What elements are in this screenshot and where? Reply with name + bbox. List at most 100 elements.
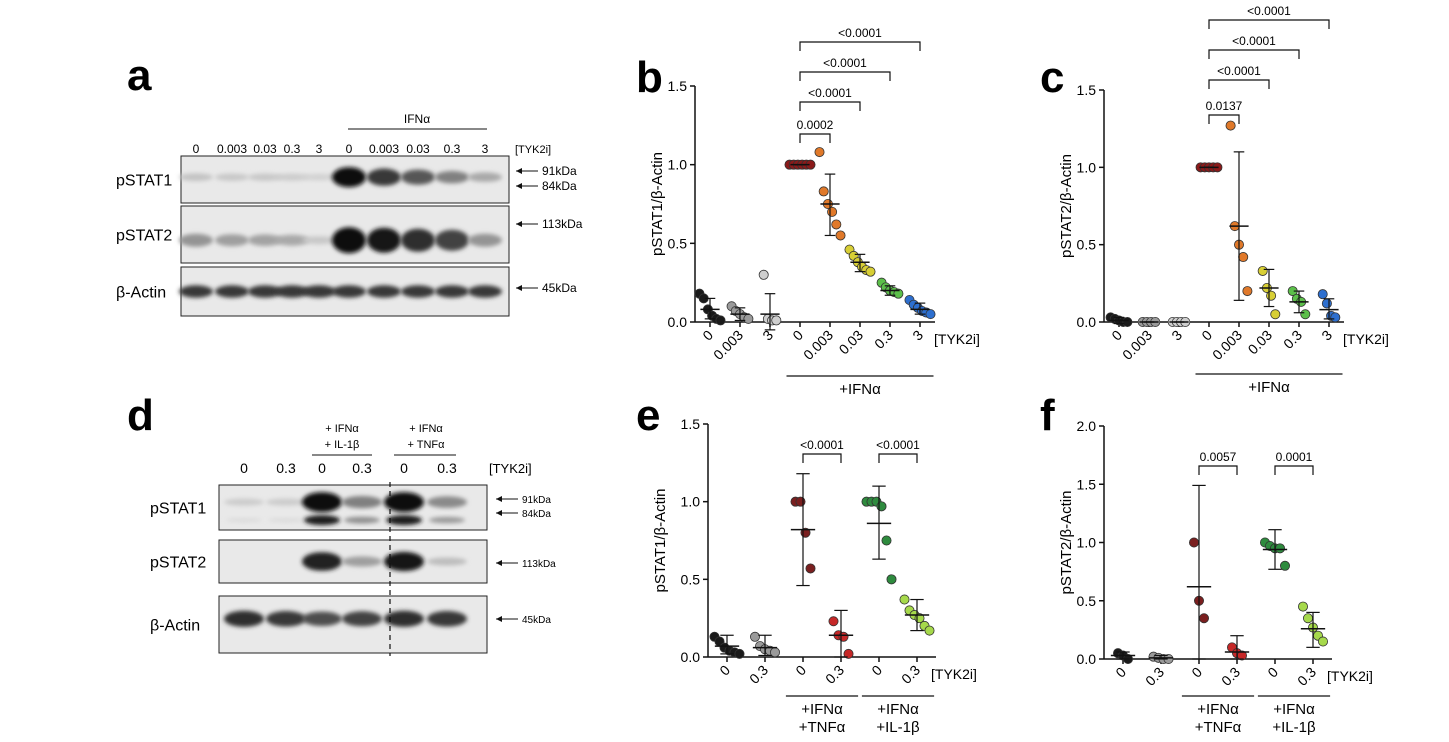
- data-point: [828, 616, 839, 627]
- data-point: [715, 315, 726, 326]
- x-tick-label: 3: [759, 327, 776, 344]
- significance-bracket: [1274, 465, 1314, 475]
- protein-band: [302, 173, 336, 181]
- data-point: [1242, 286, 1253, 297]
- p-value-label: <0.0001: [876, 438, 920, 452]
- treatment-group-label: +IFNα: [1197, 701, 1239, 718]
- y-tick-label: 0.5: [681, 571, 701, 587]
- data-point: [1298, 601, 1309, 612]
- significance-bracket: [799, 133, 831, 143]
- x-tick-label: 0: [792, 662, 809, 679]
- panel-letter: e: [636, 391, 660, 440]
- protein-band: [215, 173, 249, 181]
- y-tick-label: 1.5: [681, 416, 701, 432]
- marker-arrowhead: [496, 510, 502, 516]
- lane-label: 0: [193, 142, 200, 156]
- y-tick-label: 1.5: [1077, 82, 1097, 98]
- treatment-label: + IFNα: [325, 423, 359, 435]
- dose-unit-label: [TYK2i]: [515, 144, 551, 156]
- x-tick-label: 0: [868, 662, 885, 679]
- data-point: [1122, 316, 1133, 327]
- protein-band: [367, 227, 401, 253]
- protein-band: [468, 285, 502, 298]
- lane-label: 0.3: [276, 460, 296, 476]
- x-tick-label: 0: [699, 327, 716, 344]
- lane-label: 0.3: [284, 142, 301, 156]
- dose-unit-label: [TYK2i]: [934, 331, 980, 347]
- significance-bracket: [1208, 49, 1300, 59]
- data-point: [924, 625, 935, 636]
- data-point: [1225, 120, 1236, 131]
- protein-band: [248, 285, 282, 298]
- data-point: [1189, 537, 1200, 548]
- x-tick-label: 3: [1318, 327, 1335, 344]
- protein-band: [367, 168, 401, 186]
- data-point: [1238, 252, 1249, 263]
- lane-label: 0.003: [369, 142, 399, 156]
- lane-label: 0.03: [253, 142, 277, 156]
- protein-band: [468, 233, 502, 247]
- p-value-label: <0.0001: [838, 26, 882, 40]
- x-tick-label: 0.003: [710, 327, 746, 363]
- protein-band: [275, 285, 309, 298]
- y-tick-label: 1.0: [1077, 535, 1097, 551]
- protein-band: [342, 556, 382, 567]
- protein-band: [384, 551, 424, 572]
- data-point: [814, 147, 825, 158]
- significance-bracket: [1208, 79, 1270, 89]
- lane-label: 3: [482, 142, 489, 156]
- x-tick-label: 0.3: [746, 662, 771, 687]
- data-point: [886, 574, 897, 585]
- p-value-label: <0.0001: [1217, 64, 1261, 78]
- x-tick-label: 0: [1108, 327, 1125, 344]
- significance-bracket: [799, 101, 861, 111]
- protein-band: [275, 234, 309, 246]
- data-point: [1199, 613, 1210, 624]
- marker-arrowhead: [516, 221, 522, 227]
- y-axis-label: pSTAT2/β-Actin: [1058, 491, 1075, 595]
- molecular-weight-marker: 84kDa: [542, 179, 577, 193]
- significance-bracket: [799, 71, 891, 81]
- data-point: [758, 269, 769, 280]
- marker-arrowhead: [516, 285, 522, 291]
- scatter-plot-panel-e: e 0.0 0.5 1.0 1.5 pSTAT1/β-Actin 0 0.3 0 0.3 0 0.3 […: [636, 391, 977, 736]
- marker-arrowhead: [496, 496, 502, 502]
- treatment-group-label: +IFNα: [1248, 379, 1290, 396]
- lane-label: 0: [346, 142, 353, 156]
- data-point: [865, 266, 876, 277]
- x-tick-label: 3: [909, 327, 926, 344]
- protein-band: [367, 285, 401, 298]
- blot-row-label: pSTAT1: [150, 501, 206, 518]
- y-axis-label: pSTAT1/β-Actin: [649, 152, 666, 256]
- protein-band: [384, 492, 424, 513]
- western-blot-panel-d: d 0 0.3 0 0.3 0 0.3 [TYK2i] pSTAT1 91kDa 84kDa pSTA…: [127, 391, 556, 656]
- dose-unit-label: [TYK2i]: [1327, 668, 1373, 684]
- data-point: [843, 648, 854, 659]
- lane-label: 0: [400, 460, 408, 476]
- treatment-group-label: +IFNα: [877, 701, 919, 718]
- protein-band: [435, 229, 469, 251]
- data-point: [795, 496, 806, 507]
- data-point: [1317, 289, 1328, 300]
- p-value-label: <0.0001: [808, 86, 852, 100]
- protein-band: [302, 285, 336, 298]
- data-point: [805, 563, 816, 574]
- x-tick-label: 0: [1264, 664, 1281, 681]
- y-axis-label: pSTAT1/β-Actin: [652, 489, 669, 593]
- data-point: [827, 206, 838, 217]
- protein-band: [384, 610, 424, 627]
- protein-band: [302, 552, 342, 571]
- x-tick-label: 0: [789, 327, 806, 344]
- protein-band: [332, 285, 366, 298]
- x-tick-label: 0.003: [1119, 327, 1155, 363]
- y-tick-label: 1.5: [668, 78, 688, 94]
- lane-label: 0.3: [444, 142, 461, 156]
- y-tick-label: 0.0: [681, 649, 701, 665]
- data-point: [734, 648, 745, 659]
- p-value-label: <0.0001: [1247, 4, 1291, 18]
- x-tick-label: 0.3: [822, 662, 847, 687]
- significance-bracket: [1198, 465, 1238, 475]
- significance-bracket: [1208, 114, 1240, 124]
